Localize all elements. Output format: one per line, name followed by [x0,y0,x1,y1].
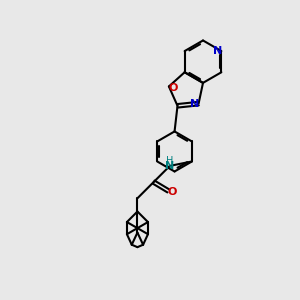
Text: N: N [165,161,174,171]
Text: N: N [190,99,199,109]
Text: O: O [167,188,177,197]
Text: H: H [166,157,173,166]
Text: O: O [169,83,178,93]
Text: N: N [213,46,223,56]
